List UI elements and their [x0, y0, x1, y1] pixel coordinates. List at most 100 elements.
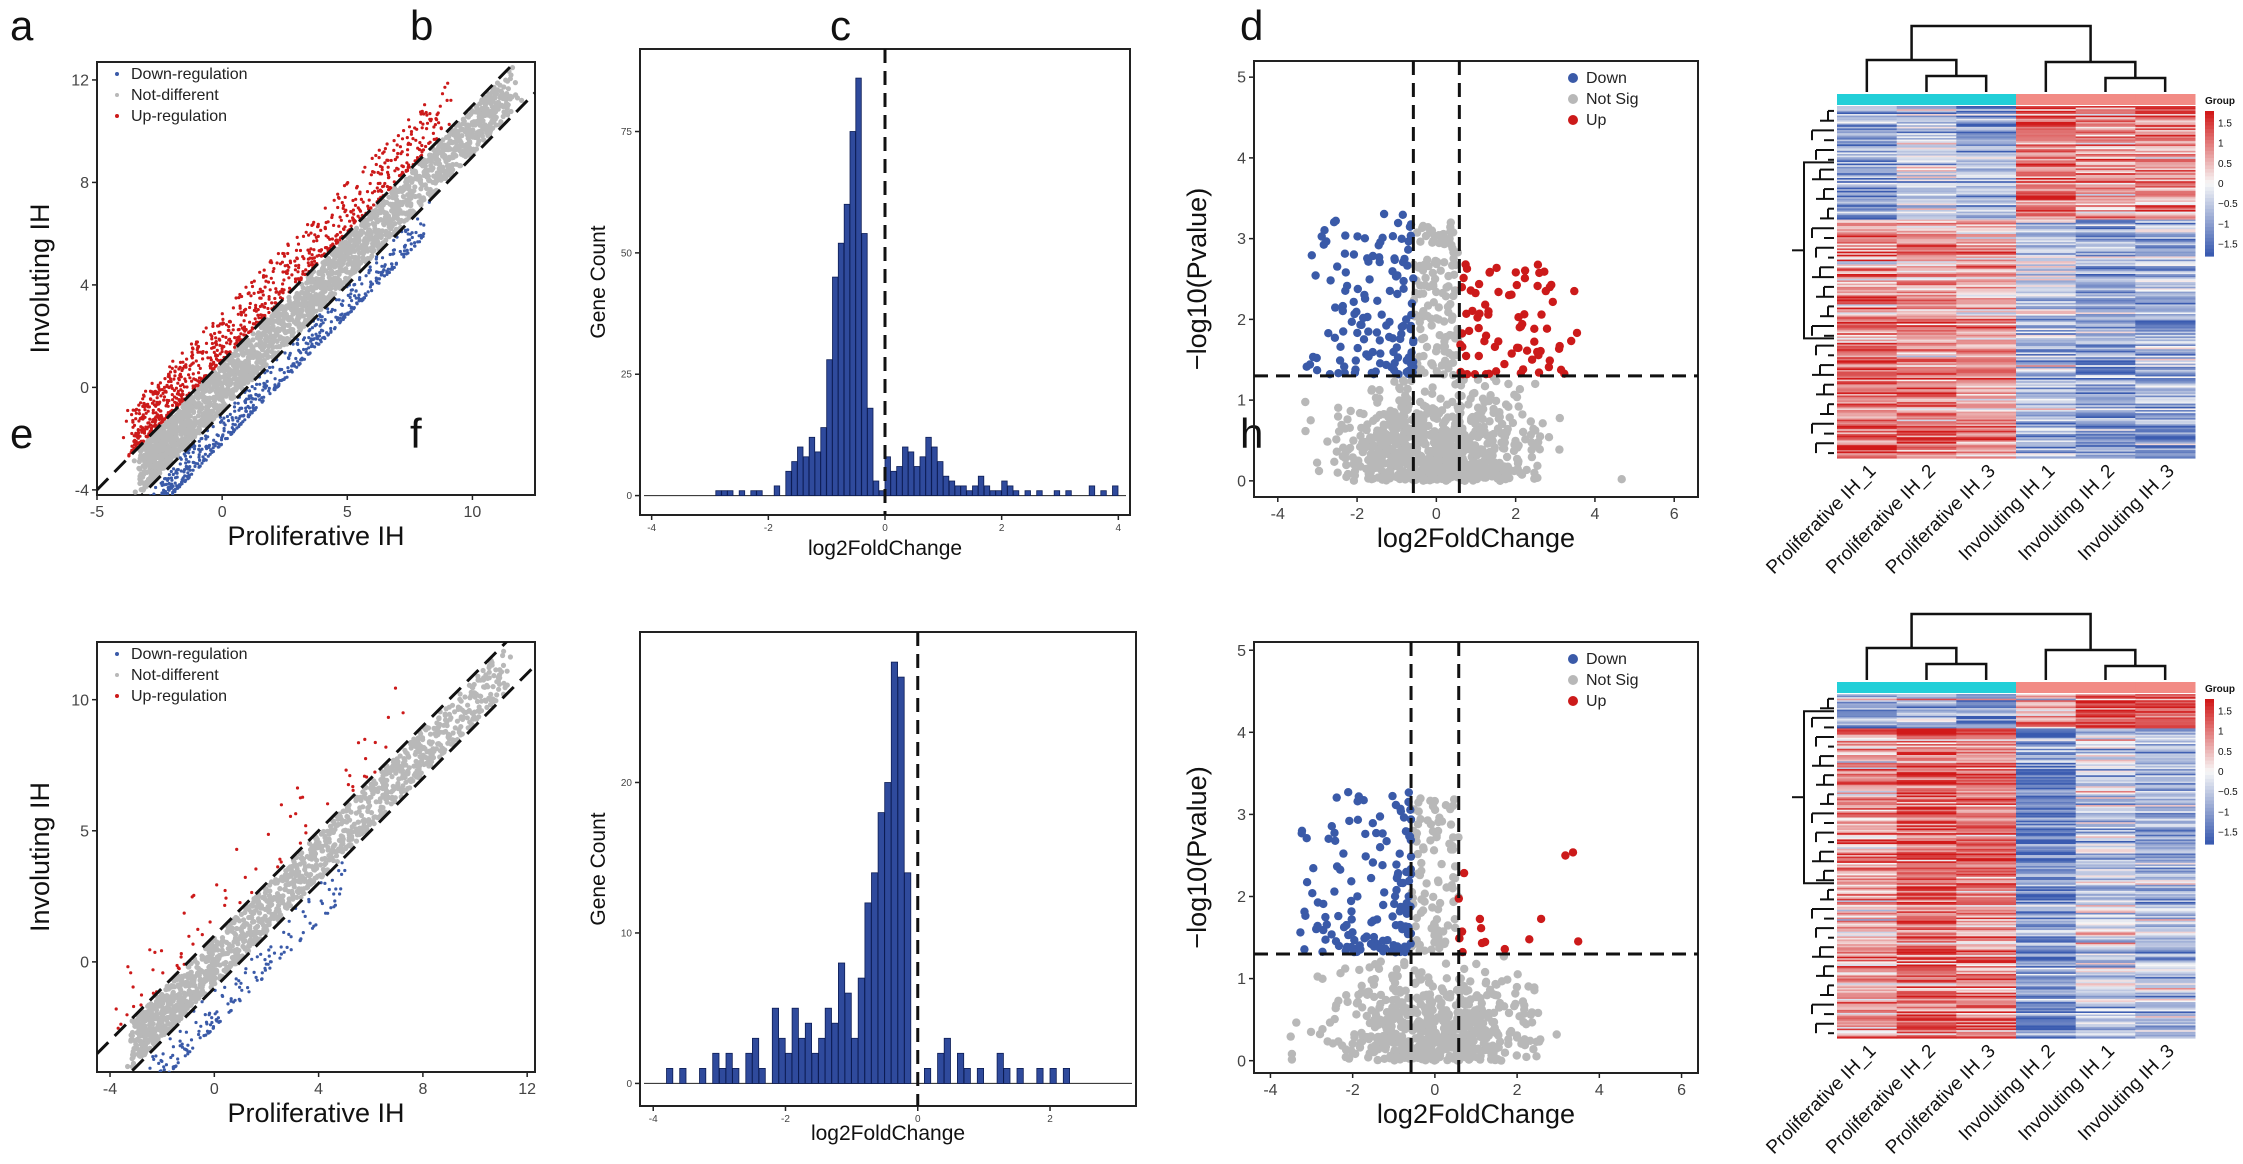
point-up-regulation: [377, 148, 381, 152]
point-down-regulation: [402, 244, 407, 248]
point-up-regulation: [171, 359, 175, 363]
point-not-different: [199, 405, 205, 411]
point-up-regulation: [155, 396, 159, 400]
point-up-regulation: [251, 322, 255, 326]
point-not-sig: [1427, 359, 1437, 368]
histogram-bar: [989, 490, 996, 497]
point-down-regulation: [250, 411, 254, 415]
point-down-regulation: [358, 276, 362, 280]
point-not-sig: [1440, 356, 1450, 365]
point-up-regulation: [336, 192, 340, 196]
point-down-regulation: [180, 478, 184, 482]
point-not-different: [248, 343, 255, 349]
point-down: [1396, 334, 1405, 344]
y-tick-label: 4: [1237, 150, 1246, 167]
point-not-different: [318, 298, 325, 304]
point-up-regulation: [179, 388, 183, 392]
point-up-regulation: [173, 369, 177, 373]
point-not-sig: [1617, 475, 1626, 484]
point-down: [1379, 209, 1389, 219]
point-not-different: [234, 362, 241, 368]
histogram-bar: [802, 456, 810, 496]
point-down: [1353, 284, 1363, 294]
point-down-regulation: [421, 234, 425, 238]
point-not-sig: [1428, 383, 1437, 392]
point-not-different: [416, 193, 422, 199]
point-up-regulation: [208, 364, 212, 368]
point-down-regulation: [220, 436, 224, 440]
point-up-regulation: [336, 205, 340, 210]
point-not-different: [392, 210, 398, 216]
point-not-sig: [1389, 416, 1398, 425]
point-up: [1511, 268, 1521, 277]
point-not-sig: [1402, 446, 1411, 455]
point-not-different: [500, 113, 506, 120]
histogram-bar: [837, 242, 845, 496]
x-tick-label: 2: [1511, 506, 1520, 523]
point-down-regulation: [310, 342, 314, 346]
point-not-sig: [1433, 463, 1442, 472]
point-not-sig: [1535, 432, 1545, 441]
point-not-different: [260, 343, 266, 350]
point-not-sig: [1535, 445, 1545, 454]
point-not-different: [191, 421, 197, 427]
point-up-regulation: [195, 348, 199, 352]
point-not-different: [138, 471, 144, 477]
point-down-regulation: [196, 462, 200, 466]
histogram-bar: [820, 427, 827, 497]
point-down-regulation: [319, 340, 323, 344]
histogram-bar: [727, 490, 734, 497]
histogram-bar: [750, 490, 757, 497]
point-not-sig: [1530, 474, 1539, 483]
point-not-sig: [1461, 461, 1471, 471]
point-not-sig: [1426, 314, 1436, 323]
point-not-different: [375, 231, 381, 237]
point-not-sig: [1420, 387, 1430, 396]
point-down-regulation: [198, 458, 202, 462]
point-not-different: [417, 177, 424, 183]
point-down-regulation: [222, 421, 226, 425]
point-not-sig: [1429, 298, 1439, 307]
point-down-regulation: [314, 332, 318, 336]
point-up-regulation: [312, 259, 317, 263]
point-down-regulation: [173, 481, 177, 485]
point-down-regulation: [178, 456, 182, 460]
point-not-different: [368, 216, 374, 222]
point-not-sig: [1405, 426, 1415, 435]
point-up-regulation: [278, 262, 283, 266]
point-up-regulation: [341, 206, 345, 210]
legend-dot: [1568, 115, 1578, 125]
point-not-different: [211, 415, 217, 422]
point-not-different: [450, 154, 456, 160]
point-not-different: [508, 108, 514, 115]
point-up: [1518, 365, 1528, 374]
point-not-sig: [1443, 302, 1453, 311]
point-down-regulation: [221, 433, 225, 437]
point-up-regulation: [190, 379, 194, 383]
point-down-regulation: [410, 235, 414, 240]
point-up-regulation: [198, 366, 202, 370]
point-not-sig: [1428, 475, 1437, 484]
point-down-regulation: [190, 472, 194, 476]
point-up-regulation: [187, 373, 191, 377]
point-not-different: [337, 268, 343, 274]
point-not-different: [426, 177, 432, 183]
point-up-regulation: [316, 234, 320, 238]
y-tick-label: 0: [1237, 473, 1246, 490]
point-down-regulation: [166, 478, 170, 482]
histogram-bar: [738, 490, 746, 497]
point-down-regulation: [158, 502, 161, 505]
point-up-regulation: [244, 307, 248, 311]
point-not-different: [343, 277, 349, 283]
point-not-different: [225, 385, 231, 391]
point-down: [1398, 210, 1408, 219]
point-up-regulation: [309, 263, 313, 267]
point-not-different: [319, 275, 325, 282]
point-down-regulation: [394, 262, 398, 266]
point-up-regulation: [133, 438, 137, 442]
point-not-sig: [1448, 244, 1457, 253]
point-down-regulation: [260, 400, 264, 404]
point-not-different: [497, 95, 503, 101]
point-up-regulation: [425, 121, 430, 125]
